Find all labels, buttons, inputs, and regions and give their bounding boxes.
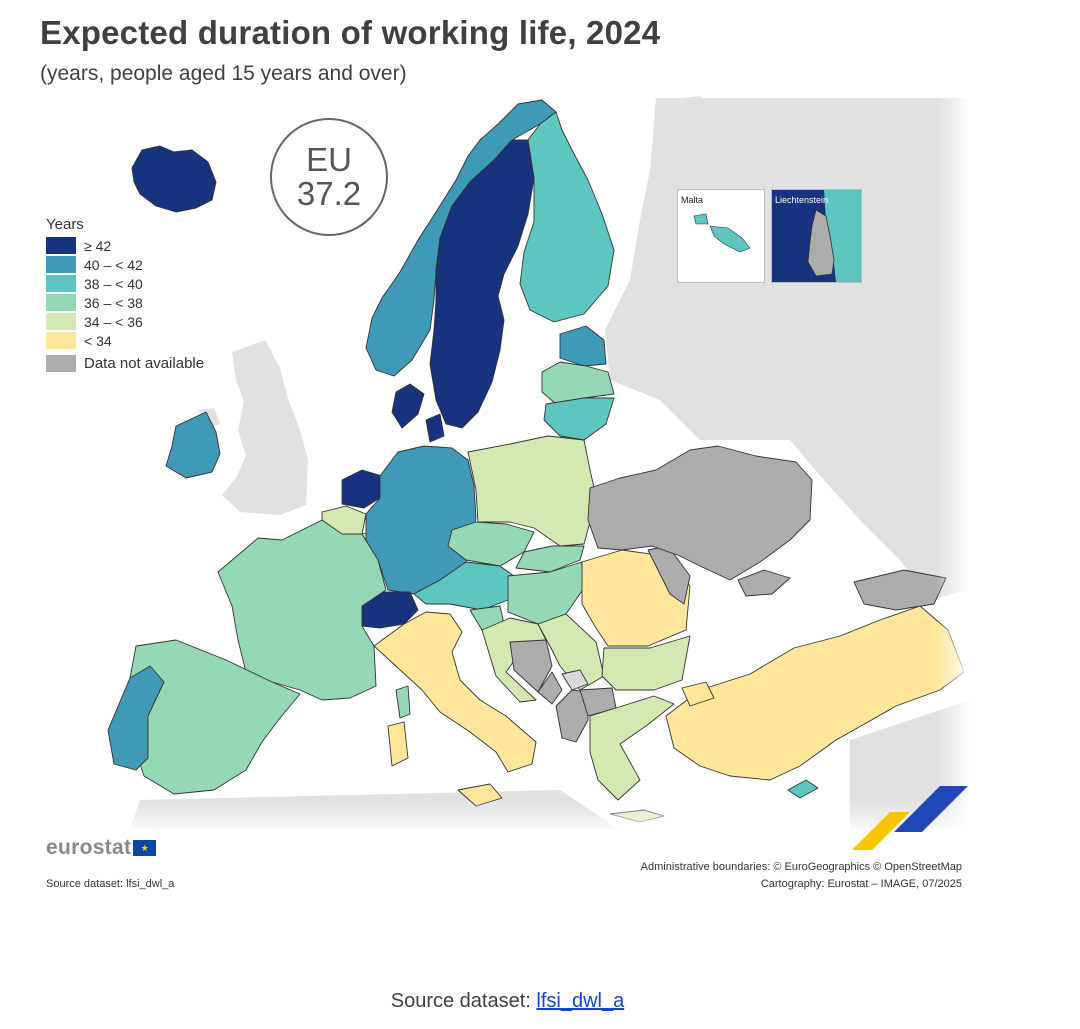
region-switzerland	[357, 591, 419, 629]
legend-label: 36 – < 38	[84, 294, 143, 311]
region-iceland	[131, 145, 217, 213]
map-regions	[107, 99, 965, 823]
malta-shape	[693, 213, 751, 253]
eu-average-badge: EU 37.2	[270, 118, 388, 236]
region-cyprus	[787, 779, 819, 799]
boundaries-credit: Administrative boundaries: © EuroGeograp…	[640, 861, 962, 873]
region-ireland	[165, 411, 221, 479]
legend-item: 36 – < 38	[46, 293, 204, 312]
legend-swatch	[46, 313, 76, 330]
legend-label: 38 – < 40	[84, 275, 143, 292]
region-hungary	[507, 561, 585, 625]
region-denmark	[391, 383, 425, 429]
map-subtitle: (years, people aged 15 years and over)	[40, 62, 407, 85]
legend-item: 38 – < 40	[46, 274, 204, 293]
footer-source-prefix: Source dataset:	[390, 990, 537, 1012]
region-greece	[589, 695, 675, 801]
footer-source: Source dataset: lfsi_dwl_a	[0, 990, 1015, 1013]
region-slovakia	[515, 545, 585, 573]
legend-label: < 34	[84, 332, 112, 349]
legend-item: < 34	[46, 331, 204, 350]
liechtenstein-shape	[807, 190, 861, 282]
region-albania	[555, 689, 589, 743]
map-fade-bottom	[130, 800, 970, 836]
legend-item-na: Data not available	[46, 354, 204, 373]
legend-label: ≥ 42	[84, 237, 112, 254]
cartography-credit: Cartography: Eurostat – IMAGE, 07/2025	[760, 878, 962, 890]
legend-swatch	[46, 294, 76, 311]
region-portugal	[107, 665, 165, 771]
region-sweden	[429, 139, 535, 429]
land-great-britain	[222, 340, 308, 515]
legend-swatch	[46, 237, 76, 254]
region-corsica	[395, 685, 411, 719]
legend-swatch	[46, 256, 76, 273]
region-sardinia	[387, 721, 409, 767]
legend-title: Years	[46, 216, 84, 233]
legend-label: 40 – < 42	[84, 256, 143, 273]
legend-swatch	[46, 275, 76, 292]
inset-malta: Malta	[677, 189, 765, 283]
region-bosnia	[509, 639, 553, 693]
region-denmark-islands	[425, 413, 445, 443]
region-latvia	[541, 361, 615, 405]
legend-label: 34 – < 36	[84, 313, 143, 330]
region-montenegro	[537, 671, 563, 705]
region-poland	[467, 435, 597, 547]
region-bulgaria	[601, 635, 691, 691]
legend-item: 34 – < 36	[46, 312, 204, 331]
map-legend: Years ≥ 42 40 – < 42 38 – < 40 36 – < 38…	[46, 216, 204, 373]
source-dataset-map: Source dataset: lfsi_dwl_a	[46, 878, 175, 890]
region-crimea	[737, 569, 791, 597]
region-serbia	[537, 613, 605, 691]
region-italy	[373, 611, 537, 773]
map-title: Expected duration of working life, 2024	[40, 14, 661, 51]
eurostat-wordmark: eurostat	[46, 836, 132, 859]
region-georgia	[853, 569, 947, 611]
legend-label: Data not available	[84, 355, 205, 372]
eu-badge-label: EU	[306, 141, 352, 178]
region-ukraine	[587, 445, 813, 581]
legend-item: ≥ 42	[46, 236, 204, 255]
eurostat-logo: eurostat ★	[46, 836, 157, 860]
map-fade-right	[936, 96, 972, 836]
region-turkey-europe	[681, 681, 715, 707]
esmap-logo	[852, 786, 968, 850]
region-kosovo	[561, 669, 589, 691]
land-svalbard-area	[665, 96, 715, 135]
source-dataset-link[interactable]: lfsi_dwl_a	[536, 990, 625, 1012]
legend-swatch	[46, 355, 76, 372]
inset-liechtenstein: Liechtenstein	[771, 189, 862, 283]
inset-label: Malta	[681, 195, 704, 205]
region-estonia	[559, 325, 607, 367]
legend-item: 40 – < 42	[46, 255, 204, 274]
eu-badge-value: 37.2	[296, 175, 362, 212]
region-lithuania	[543, 397, 615, 441]
eu-flag-icon: ★	[133, 840, 157, 856]
region-finland	[519, 111, 615, 323]
inset-label: Liechtenstein	[775, 195, 829, 205]
legend-swatch	[46, 332, 76, 349]
